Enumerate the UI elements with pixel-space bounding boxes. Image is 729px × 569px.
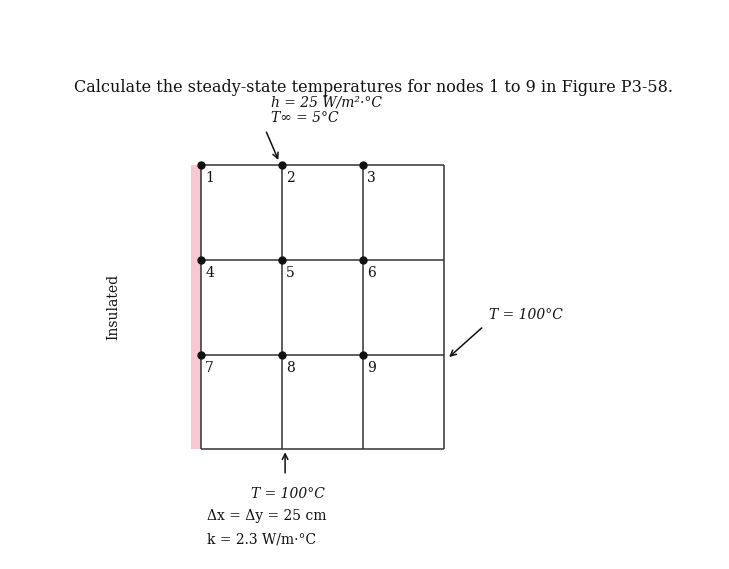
Text: 5: 5 [286, 266, 295, 280]
Text: 8: 8 [286, 361, 295, 375]
Text: T = 100°C: T = 100°C [251, 486, 325, 501]
Text: 9: 9 [367, 361, 376, 375]
Text: k = 2.3 W/m·°C: k = 2.3 W/m·°C [207, 533, 316, 547]
Bar [191, 164, 201, 450]
Text: h = 25 W/m²·°C: h = 25 W/m²·°C [271, 96, 382, 110]
Text: T∞ = 5°C: T∞ = 5°C [271, 111, 338, 125]
Text: 7: 7 [206, 361, 214, 375]
Text: T = 100°C: T = 100°C [489, 308, 564, 321]
Text: 6: 6 [367, 266, 376, 280]
Text: Δx = Δy = 25 cm: Δx = Δy = 25 cm [207, 509, 327, 522]
Text: 4: 4 [206, 266, 214, 280]
Text: Calculate the steady-state temperatures for nodes 1 to 9 in Figure P3-58.: Calculate the steady-state temperatures … [74, 79, 673, 96]
Text: Insulated: Insulated [106, 274, 121, 340]
Text: 3: 3 [367, 171, 376, 185]
Text: 1: 1 [206, 171, 214, 185]
Text: 2: 2 [286, 171, 295, 185]
